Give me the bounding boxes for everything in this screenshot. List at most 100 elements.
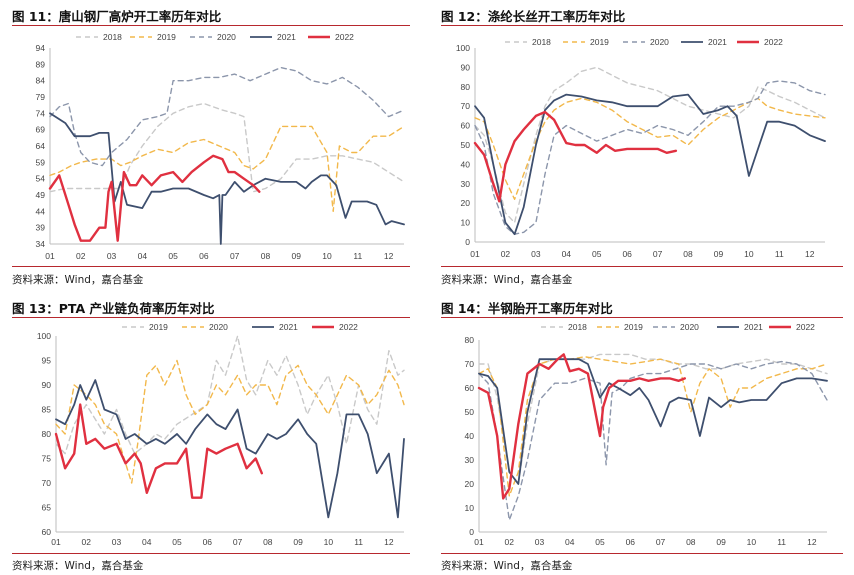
series-line-2019	[49, 125, 405, 213]
y-tick-label: 80	[461, 82, 471, 92]
y-tick-label: 60	[465, 383, 475, 393]
y-tick-label: 59	[36, 157, 46, 167]
x-tick-label: 11	[354, 537, 363, 547]
x-tick-label: 02	[76, 251, 86, 261]
y-tick-label: 49	[36, 190, 46, 200]
series-line-2018	[478, 353, 828, 485]
x-tick-label: 06	[203, 537, 213, 547]
x-tick-label: 02	[505, 537, 515, 547]
legend-label-2020: 2020	[680, 322, 699, 332]
x-tick-label: 09	[716, 537, 726, 547]
x-tick-label: 08	[683, 249, 693, 259]
y-tick-label: 40	[465, 431, 475, 441]
title-rule	[441, 317, 843, 318]
x-tick-label: 03	[535, 537, 545, 547]
y-tick-label: 79	[36, 92, 46, 102]
y-tick-label: 95	[42, 356, 52, 366]
series-line-2018	[474, 66, 826, 224]
legend-label-2019: 2019	[624, 322, 643, 332]
bottom-rule	[12, 553, 410, 554]
chart-source: 资料来源：Wind，嘉合基金	[441, 560, 573, 572]
legend-label-2018: 2018	[103, 32, 122, 42]
chart-panel-14: 图 14：半钢胎开工率历年对比 80 70 60 50 40 30 20 10 0 01 02 03 0…	[441, 296, 843, 575]
x-tick-label: 06	[199, 251, 209, 261]
y-tick-label: 75	[42, 454, 52, 464]
legend-label-2019: 2019	[149, 322, 168, 332]
chart-panel-13: 图 13：PTA 产业链负荷率历年对比 100 95 90 85 80 75 70 65 60 0…	[12, 296, 410, 575]
series-line-2020	[55, 359, 405, 484]
legend-label-2021: 2021	[744, 322, 763, 332]
bottom-rule	[441, 553, 843, 554]
y-tick-label: 60	[42, 527, 52, 537]
series-line-2019	[55, 335, 405, 455]
y-tick-label: 50	[461, 140, 471, 150]
x-tick-label: 10	[747, 537, 757, 547]
series-line-2020	[474, 80, 826, 235]
y-tick-label: 60	[461, 121, 471, 131]
y-tick-label: 64	[36, 141, 46, 151]
chart-title: 图 11：唐山钢厂高炉开工率历年对比	[12, 9, 222, 24]
x-tick-label: 02	[82, 537, 92, 547]
chart-14-plot: 80 70 60 50 40 30 20 10 001 02 03 04 05 06 07 08 09 10 11 1…	[465, 322, 828, 547]
y-tick-label: 90	[461, 62, 471, 72]
y-tick-label: 10	[461, 218, 471, 228]
y-tick-label: 100	[456, 43, 470, 53]
x-tick-label: 08	[263, 537, 273, 547]
x-tick-label: 04	[562, 249, 572, 259]
y-tick-label: 70	[42, 478, 52, 488]
y-tick-label: 85	[42, 405, 52, 415]
y-tick-label: 100	[37, 331, 51, 341]
series-line-2021	[478, 358, 828, 485]
legend-label-2018: 2018	[532, 37, 551, 47]
y-tick-label: 65	[42, 503, 52, 513]
series-line-2019	[474, 97, 826, 201]
series-line-2020	[49, 66, 405, 167]
legend-label-2020: 2020	[217, 32, 236, 42]
x-tick-label: 09	[293, 537, 303, 547]
series-line-2021	[49, 112, 405, 245]
x-tick-label: 07	[653, 249, 663, 259]
x-tick-label: 03	[107, 251, 117, 261]
y-tick-label: 74	[36, 108, 46, 118]
y-tick-label: 50	[465, 407, 475, 417]
legend-label-2022: 2022	[335, 32, 354, 42]
series-line-2021	[55, 379, 405, 519]
x-tick-label: 10	[322, 251, 332, 261]
legend-label-2019: 2019	[590, 37, 609, 47]
y-tick-label: 70	[461, 101, 471, 111]
y-tick-label: 10	[465, 503, 475, 513]
y-tick-label: 20	[465, 479, 475, 489]
x-tick-label: 04	[565, 537, 575, 547]
chart-title: 图 12：涤纶长丝开工率历年对比	[441, 9, 626, 24]
y-tick-label: 80	[42, 429, 52, 439]
x-tick-label: 04	[142, 537, 152, 547]
legend-label-2021: 2021	[279, 322, 298, 332]
y-tick-label: 40	[461, 159, 471, 169]
legend-label-2018: 2018	[568, 322, 587, 332]
series-line-2022	[477, 353, 687, 500]
x-tick-label: 09	[292, 251, 302, 261]
x-tick-label: 07	[233, 537, 243, 547]
x-tick-label: 05	[592, 249, 602, 259]
x-tick-label: 12	[805, 249, 815, 259]
chart-title: 图 14：半钢胎开工率历年对比	[441, 301, 613, 316]
bottom-rule	[441, 266, 843, 267]
y-tick-label: 94	[36, 43, 46, 53]
title-rule	[12, 25, 410, 26]
x-tick-label: 04	[138, 251, 148, 261]
series-line-2020	[478, 360, 828, 521]
x-tick-label: 08	[261, 251, 271, 261]
x-tick-label: 10	[324, 537, 334, 547]
x-tick-label: 03	[112, 537, 122, 547]
y-tick-label: 20	[461, 198, 471, 208]
x-tick-label: 12	[384, 537, 394, 547]
x-tick-label: 06	[622, 249, 632, 259]
y-tick-label: 0	[465, 237, 470, 247]
series-line-2021	[474, 93, 826, 236]
series-line-2019	[478, 356, 828, 497]
series-line-2018	[49, 102, 405, 193]
x-tick-label: 03	[531, 249, 541, 259]
legend-label-2022: 2022	[796, 322, 815, 332]
